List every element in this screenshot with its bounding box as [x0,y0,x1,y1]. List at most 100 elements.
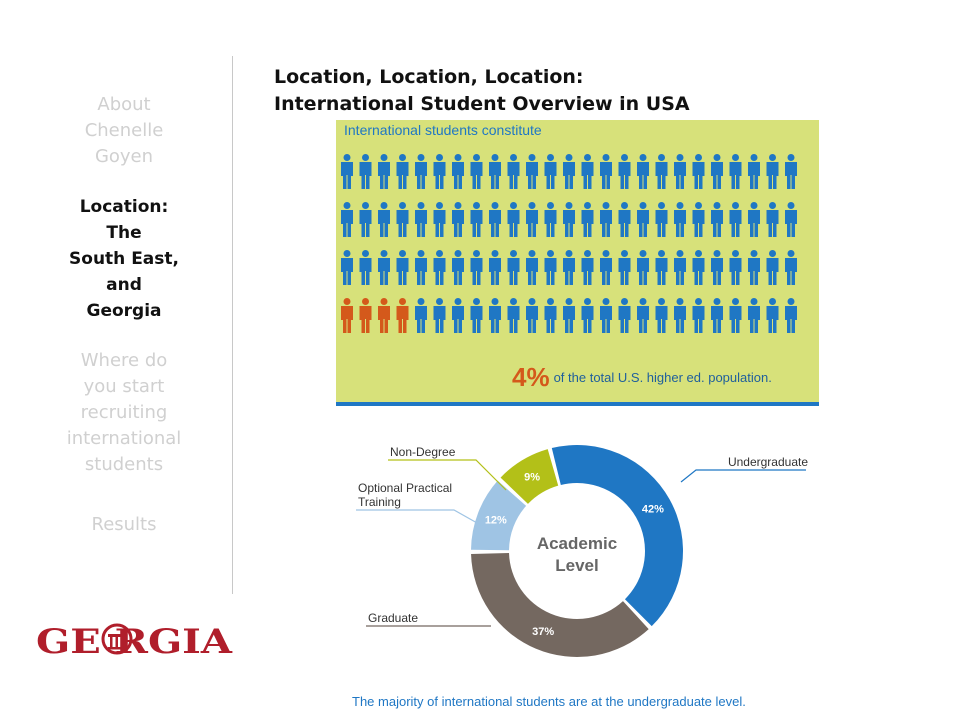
person-icon [470,202,483,237]
slice-percent-label: 9% [524,472,540,484]
person-icon [729,298,742,333]
chart-caption: The majority of international students a… [352,694,746,709]
person-icon [729,250,742,285]
person-icon [748,154,760,189]
donut-slice-optional-practical-training [471,480,527,551]
person-icon [618,202,631,237]
person-icon [766,298,779,333]
person-icon [489,202,501,237]
person-icon [674,202,686,237]
nav-line: Results [91,514,157,535]
nav-item-about[interactable]: About Chenelle Goyen [50,92,198,170]
person-icon [452,298,464,333]
nav-line: students [84,454,164,475]
person-icon [674,250,686,285]
person-icon [655,250,668,285]
person-icon [655,202,668,237]
person-icon [507,154,520,189]
person-icon [729,202,742,237]
person-icon [581,154,594,189]
person-icon [785,298,797,333]
person-icon [544,202,557,237]
person-icon [748,298,760,333]
nav-line: The [106,223,142,243]
person-icon [415,250,427,285]
donut-center-label: Level [555,556,598,575]
person-icon [785,202,797,237]
person-icon [433,154,446,189]
person-icon [766,154,779,189]
person-icon [674,298,686,333]
slice-name-label: Undergraduate [728,455,808,469]
arch-icon [101,623,133,655]
person-icon [711,154,723,189]
slice-percent-label: 42% [642,503,664,515]
person-icon [563,154,575,189]
person-icon [526,202,538,237]
person-icon [563,250,575,285]
person-icon [341,202,353,237]
nav-line: recruiting [80,402,168,423]
donut-slice-non-degree [500,449,559,504]
percent-statement: 4% of the total U.S. higher ed. populatio… [512,362,772,393]
person-icon [618,298,631,333]
slice-percent-label: 12% [485,515,507,527]
person-icon [692,202,705,237]
nav-line: Georgia [86,301,162,321]
person-icon [415,154,427,189]
title-line-2: International Student Overview in USA [274,93,690,115]
person-icon [600,202,612,237]
person-icon [470,298,483,333]
person-icon [581,250,594,285]
person-icon-highlighted [378,298,390,333]
nav-line: South East, [69,249,179,269]
infographic-bottom-bar [336,402,819,406]
nav-line: Location: [79,197,169,217]
person-icon [766,250,779,285]
nav-line: Chenelle [84,120,164,141]
donut-center-label: Academic [537,534,617,553]
person-icon [674,154,686,189]
page-title: Location, Location, Location: Internatio… [274,64,690,118]
person-icon [433,250,446,285]
nav-line: Goyen [94,146,154,167]
person-icon [341,154,353,189]
person-icon [785,154,797,189]
person-icon [433,202,446,237]
nav-line: international [66,428,182,449]
person-icon [544,250,557,285]
person-icon [507,250,520,285]
person-icon [396,250,409,285]
percent-text: of the total U.S. higher ed. population. [553,370,772,385]
percent-value: 4% [512,362,550,392]
donut-chart: 42% Undergraduate 37% Graduate 12% Optional P… [356,445,808,657]
person-icon [563,202,575,237]
person-icon [359,154,372,189]
person-icon [526,154,538,189]
nav-item-results[interactable]: Results [50,512,198,538]
person-icon [396,202,409,237]
leader-line [356,509,487,529]
title-line-1: Location, Location, Location: [274,66,584,88]
person-icon [600,250,612,285]
nav-item-recruiting[interactable]: Where do you start recruiting internatio… [50,348,198,478]
person-icon [341,250,353,285]
leader-line [680,469,806,483]
person-icon [489,154,501,189]
people-grid [341,154,797,333]
person-icon-highlighted [359,298,372,333]
person-icon [526,298,538,333]
person-icon-highlighted [341,298,353,333]
slice-name-label: Training [358,495,401,509]
person-icon [544,154,557,189]
person-icon [470,154,483,189]
person-icon [489,250,501,285]
academic-level-chart: 42% Undergraduate 37% Graduate 12% Optional P… [336,430,826,680]
person-icon [507,298,520,333]
person-icon [600,154,612,189]
nav-item-location[interactable]: Location: The South East, and Georgia [50,194,198,324]
person-icon [766,202,779,237]
person-icon [618,154,631,189]
infographic-heading: International students constitute [344,122,542,138]
person-icon [396,154,409,189]
